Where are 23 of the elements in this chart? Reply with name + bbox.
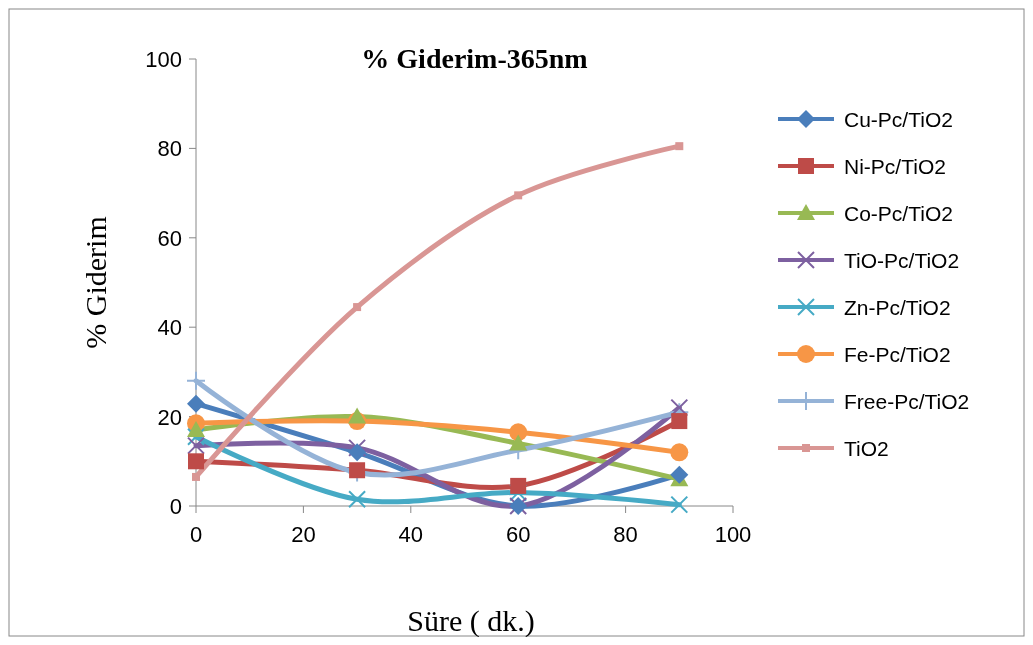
y-tick-label: 0 xyxy=(169,494,182,519)
chart-title: % Giderim-365nm xyxy=(361,43,588,74)
legend-label: Zn-Pc/TiO2 xyxy=(844,296,951,319)
legend-label: Co-Pc/TiO2 xyxy=(844,202,953,225)
legend-label: Cu-Pc/TiO2 xyxy=(844,108,953,131)
legend-label: Ni-Pc/TiO2 xyxy=(844,155,946,178)
legend-label: Free-Pc/TiO2 xyxy=(844,390,970,413)
x-axis-title: Süre ( dk.) xyxy=(407,604,535,638)
y-tick-label: 20 xyxy=(157,404,182,430)
x-tick-label: 40 xyxy=(398,522,424,547)
legend-label: Fe-Pc/TiO2 xyxy=(844,343,951,366)
y-tick-label: 40 xyxy=(157,315,182,341)
legend-label: TiO-Pc/TiO2 xyxy=(844,249,960,272)
x-tick-label: 80 xyxy=(613,522,638,547)
x-tick-label: 0 xyxy=(189,522,203,547)
y-tick-label: 60 xyxy=(157,225,182,251)
x-tick-label: 100 xyxy=(714,522,752,547)
y-tick-label: 80 xyxy=(157,136,182,162)
x-tick-label: 60 xyxy=(505,522,531,547)
y-axis-title: % Giderim xyxy=(79,216,112,349)
x-tick-label: 20 xyxy=(291,522,316,547)
legend-label: TiO2 xyxy=(844,437,889,460)
y-tick-label: 100 xyxy=(145,47,182,72)
